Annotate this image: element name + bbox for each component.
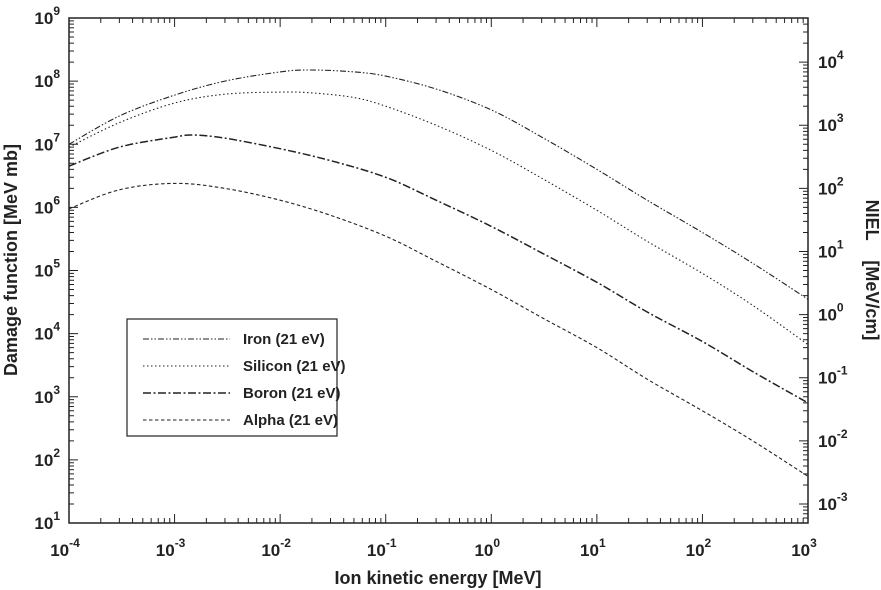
y2-tick-label: 103 <box>818 111 844 135</box>
y-tick-label: 101 <box>34 509 60 533</box>
y2-tick-label: 100 <box>818 301 844 325</box>
y2-tick-label: 10-3 <box>818 490 848 514</box>
y2-axis-label: NIEL [MeV/cm] <box>862 200 881 341</box>
y-tick-label: 104 <box>34 320 60 344</box>
y-axis-label: Damage function [MeV mb] <box>1 144 21 376</box>
x-tick-label: 10-4 <box>50 536 80 560</box>
y2-tick-label: 104 <box>818 48 844 72</box>
series-line-alpha <box>68 182 809 477</box>
y-tick-marks <box>69 17 78 524</box>
legend: Iron (21 eV) Silicon (21 eV) Boron (21 eV)… <box>126 318 346 437</box>
x-tick-label: 100 <box>474 536 500 560</box>
y-tick-label: 107 <box>34 130 60 154</box>
x-tick-label: 10-1 <box>367 536 397 560</box>
y2-tick-label: 102 <box>818 174 844 198</box>
legend-label-silicon: Silicon (21 eV) <box>243 358 346 375</box>
legend-label-alpha: Alpha (21 eV) <box>243 412 338 429</box>
y-tick-label: 108 <box>34 67 60 91</box>
x-axis-label: Ion kinetic energy [MeV] <box>334 568 541 588</box>
y2-tick-label: 10-1 <box>818 364 848 388</box>
x-tick-labels: 10-4 10-3 10-2 10-1 100 101 102 103 <box>50 536 817 560</box>
series-lines <box>68 69 809 477</box>
x-tick-label: 10-3 <box>156 536 186 560</box>
x-tick-marks <box>68 18 809 523</box>
legend-label-iron: Iron (21 eV) <box>243 331 325 348</box>
series-line-iron <box>68 69 809 300</box>
y2-tick-label: 101 <box>818 237 844 261</box>
y-tick-label: 102 <box>34 446 60 470</box>
y2-tick-label: 10-2 <box>818 427 848 451</box>
x-tick-label: 101 <box>580 536 606 560</box>
y-tick-labels: 101 102 103 104 105 106 107 108 109 <box>34 4 60 533</box>
legend-label-boron: Boron (21 eV) <box>243 385 341 402</box>
x-tick-label: 103 <box>791 536 817 560</box>
series-line-silicon <box>68 91 809 346</box>
y-tick-label: 105 <box>34 257 60 281</box>
y2-tick-labels: 10-3 10-2 10-1 100 101 102 103 104 <box>818 48 848 514</box>
y-tick-label: 103 <box>34 383 60 407</box>
y-tick-label: 106 <box>34 193 60 217</box>
x-tick-label: 10-2 <box>261 536 291 560</box>
series-line-boron <box>68 134 809 404</box>
y-tick-label: 109 <box>34 4 60 28</box>
x-tick-label: 102 <box>686 536 712 560</box>
y2-tick-marks <box>799 17 808 524</box>
